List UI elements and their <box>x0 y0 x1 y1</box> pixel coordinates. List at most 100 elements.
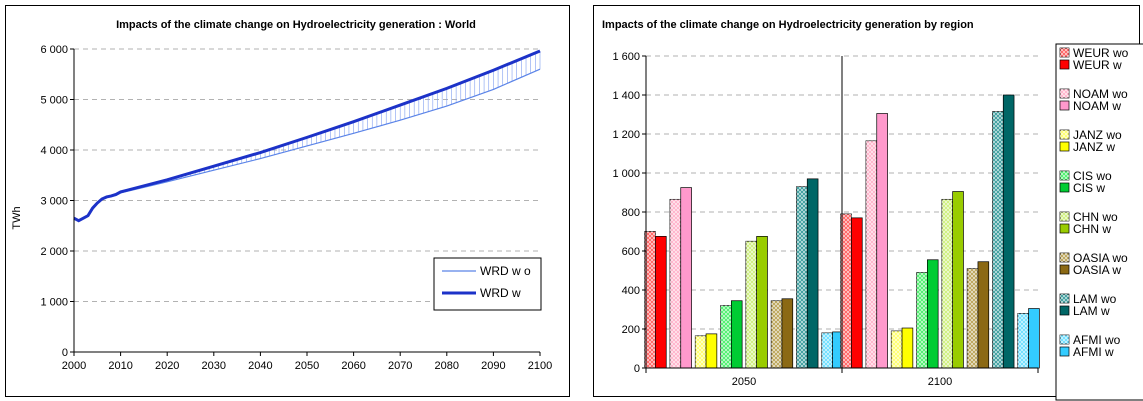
y-tick-label: 1 000 <box>612 168 640 180</box>
region-chart-panel: Impacts of the climate change on Hydroel… <box>593 5 1143 401</box>
legend-label-weur-w: WEUR w <box>1073 58 1122 72</box>
y-tick-label: 1 600 <box>612 51 640 63</box>
x-tick-label: 2100 <box>528 360 552 372</box>
world-chart-panel: Impacts of the climate change on Hydroel… <box>5 5 570 397</box>
legend-swatch-noam-w <box>1059 100 1070 111</box>
legend-swatch-hatch-oasia-wo <box>1060 253 1069 262</box>
bar-oasia-wo-2050-hatch <box>771 300 782 368</box>
y-tick-label: 1 400 <box>612 90 640 102</box>
legend-label-afmi-w: AFMI w <box>1073 345 1114 359</box>
y-tick-label: 800 <box>622 207 640 219</box>
x-tick-label: 2040 <box>248 360 272 372</box>
bar-lam-w-2100 <box>1002 94 1015 369</box>
legend-swatch-weur-w <box>1059 59 1070 70</box>
bar-lam-wo-2100-hatch <box>992 111 1004 368</box>
legend-swatch-hatch-weur-wo <box>1060 48 1069 57</box>
bar-weur-w-2050 <box>655 236 667 369</box>
bar-noam-wo-2050-hatch <box>669 199 681 368</box>
x-tick-label: 2080 <box>435 360 459 372</box>
series-line-wrd-w <box>73 49 541 223</box>
legend-swatch-lam-w <box>1059 305 1070 316</box>
bar-afmi-w-2100 <box>1028 308 1040 369</box>
bar-oasia-w-2050 <box>781 298 794 369</box>
y-tick-label: 400 <box>622 285 640 297</box>
y-tick-label: 4 000 <box>40 145 68 157</box>
y-tick-label: 2 000 <box>40 246 68 258</box>
legend-box <box>433 257 542 311</box>
y-tick-label: 1 200 <box>612 129 640 141</box>
bar-chn-wo-2050-hatch <box>745 241 757 368</box>
x-tick-label: 2050 <box>295 360 319 372</box>
bar-cis-wo-2050-hatch <box>720 305 732 368</box>
bar-cis-w-2050 <box>731 300 743 369</box>
region-bar-chart: Impacts of the climate change on Hydroel… <box>602 19 1143 401</box>
bar-afmi-wo-2100-hatch <box>1017 313 1029 368</box>
y-tick-label: 600 <box>622 246 640 258</box>
legend-swatch-hatch-afmi-wo <box>1060 335 1069 344</box>
legend-swatch-janz-w <box>1059 141 1070 152</box>
x-tick-label: 2090 <box>481 360 505 372</box>
legend-label-oasia-w: OASIA w <box>1073 263 1121 277</box>
legend-label-lam-w: LAM w <box>1073 304 1110 318</box>
x-tick-label: 2050 <box>732 376 756 388</box>
bar-chn-wo-2100-hatch <box>941 199 953 368</box>
y-tick-label: 3 000 <box>40 196 68 208</box>
legend-label-cis-w: CIS w <box>1073 181 1105 195</box>
legend-swatch-oasia-w <box>1059 264 1070 275</box>
legend-label-noam-w: NOAM w <box>1073 99 1121 113</box>
y-tick-label: 6 000 <box>40 44 68 56</box>
x-tick-label: 2030 <box>202 360 226 372</box>
x-tick-label: 2000 <box>62 360 86 372</box>
legend-box <box>1055 43 1143 401</box>
legend-label-janz-wo: JANZ wo <box>1073 128 1122 142</box>
bar-janz-w-2100 <box>901 327 914 369</box>
y-tick-label: 1 000 <box>40 297 68 309</box>
legend-label-chn-w: CHN w <box>1073 222 1111 236</box>
x-tick-label: 2070 <box>388 360 412 372</box>
bar-weur-wo-2100-hatch <box>840 213 852 368</box>
world-line-chart: Impacts of the climate change on Hydroel… <box>11 19 552 372</box>
y-tick-label: 0 <box>634 363 640 375</box>
bar-lam-wo-2050-hatch <box>796 186 808 368</box>
chart-title: Impacts of the climate change on Hydroel… <box>602 19 974 31</box>
y-tick-label: 0 <box>62 347 68 359</box>
bar-noam-w-2100 <box>876 113 888 369</box>
x-tick-label: 2010 <box>108 360 132 372</box>
legend-swatch-hatch-noam-wo <box>1060 89 1069 98</box>
bar-chn-w-2050 <box>756 236 768 369</box>
chart-title: Impacts of the climate change on Hydroel… <box>116 19 476 31</box>
bar-cis-w-2100 <box>927 259 939 369</box>
legend-swatch-hatch-lam-wo <box>1060 294 1069 303</box>
legend-label-wrd-w: WRD w <box>480 286 521 300</box>
x-tick-label: 2060 <box>341 360 365 372</box>
legend-label-chn-wo: CHN wo <box>1073 210 1118 224</box>
legend-swatch-afmi-w <box>1059 346 1070 357</box>
legend-swatch-cis-w <box>1059 182 1070 193</box>
y-tick-label: 200 <box>622 324 640 336</box>
legend-label-afmi-wo: AFMI wo <box>1073 333 1121 347</box>
bar-cis-wo-2100-hatch <box>916 272 928 368</box>
legend: WRD w o WRD w <box>433 257 542 311</box>
y-tick-label: 5 000 <box>40 95 68 107</box>
legend-label-weur-wo: WEUR wo <box>1073 46 1129 60</box>
legend-label-janz-w: JANZ w <box>1073 140 1115 154</box>
legend-label-cis-wo: CIS wo <box>1073 169 1112 183</box>
bar-janz-wo-2100-hatch <box>891 330 903 368</box>
bar-oasia-w-2100 <box>977 261 990 369</box>
legend-label-noam-wo: NOAM wo <box>1073 87 1128 101</box>
bar-janz-wo-2050-hatch <box>695 335 707 368</box>
bar-weur-wo-2050-hatch <box>644 231 656 368</box>
bar-weur-w-2100 <box>851 217 863 369</box>
legend-label-lam-wo: LAM wo <box>1073 292 1117 306</box>
bar-chn-w-2100 <box>952 191 964 369</box>
legend-swatch-hatch-janz-wo <box>1060 130 1069 139</box>
x-tick-label: 2020 <box>155 360 179 372</box>
bar-oasia-wo-2100-hatch <box>967 268 978 368</box>
bar-noam-wo-2100-hatch <box>865 140 877 368</box>
legend-swatch-hatch-chn-wo <box>1060 212 1069 221</box>
bar-noam-w-2050 <box>680 187 692 369</box>
legend-label-wrd-wo: WRD w o <box>480 264 531 278</box>
bar-afmi-wo-2050-hatch <box>821 332 833 368</box>
legend-swatch-chn-w <box>1059 223 1070 234</box>
